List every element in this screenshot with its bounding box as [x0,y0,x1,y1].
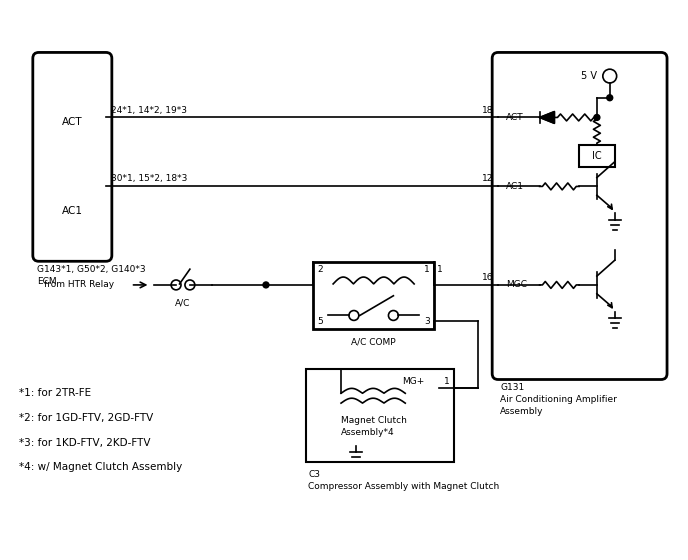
Text: *4: w/ Magnet Clutch Assembly: *4: w/ Magnet Clutch Assembly [19,462,182,472]
Text: C3: C3 [308,470,321,479]
FancyBboxPatch shape [313,262,434,329]
Text: 24*1, 14*2, 19*3: 24*1, 14*2, 19*3 [111,105,187,114]
Text: 1: 1 [444,376,449,385]
Text: *3: for 1KD-FTV, 2KD-FTV: *3: for 1KD-FTV, 2KD-FTV [19,437,151,447]
Text: 1: 1 [424,265,430,274]
Polygon shape [539,111,555,123]
Text: MGC: MGC [506,281,527,290]
Text: ECM: ECM [36,277,56,286]
Text: G131: G131 [500,384,524,393]
Text: G143*1, G50*2, G140*3: G143*1, G50*2, G140*3 [36,265,145,274]
Text: ACT: ACT [62,118,83,127]
Circle shape [607,95,613,101]
Text: Assembly*4: Assembly*4 [341,428,395,437]
Text: 1: 1 [437,265,442,274]
Text: MG+: MG+ [402,376,424,385]
Text: Magnet Clutch: Magnet Clutch [341,416,407,425]
Text: A/C COMP: A/C COMP [352,337,396,346]
Text: AC1: AC1 [62,206,83,216]
Text: Air Conditioning Amplifier: Air Conditioning Amplifier [500,395,617,404]
Text: from HTR Relay: from HTR Relay [43,281,114,290]
FancyBboxPatch shape [579,145,614,167]
Text: 2: 2 [317,265,323,274]
Text: A/C: A/C [175,298,191,307]
Text: 18: 18 [482,105,493,114]
Text: 5: 5 [317,318,323,326]
FancyBboxPatch shape [33,53,112,262]
Text: IC: IC [592,151,602,161]
Text: 16: 16 [482,273,493,282]
Text: ACT: ACT [506,113,524,122]
Text: *2: for 1GD-FTV, 2GD-FTV: *2: for 1GD-FTV, 2GD-FTV [19,413,153,423]
Text: 5 V: 5 V [581,71,597,81]
Text: 12: 12 [482,175,493,184]
Text: Compressor Assembly with Magnet Clutch: Compressor Assembly with Magnet Clutch [308,482,499,491]
Circle shape [263,282,269,288]
Text: *1: for 2TR-FE: *1: for 2TR-FE [19,389,91,398]
FancyBboxPatch shape [306,368,453,462]
Text: Assembly: Assembly [500,407,544,416]
Text: 30*1, 15*2, 18*3: 30*1, 15*2, 18*3 [111,175,187,184]
Circle shape [594,114,600,120]
Text: 3: 3 [424,318,430,326]
FancyBboxPatch shape [492,53,667,380]
Text: AC1: AC1 [506,182,524,191]
